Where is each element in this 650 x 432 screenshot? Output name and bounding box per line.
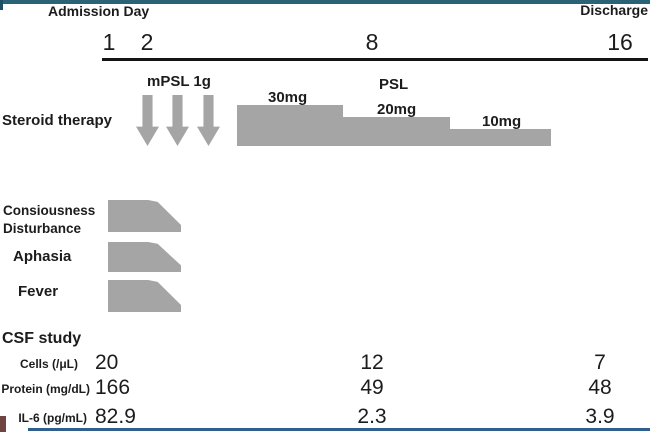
top-left-edge-mark xyxy=(0,0,3,10)
down-arrow-icon xyxy=(136,95,159,146)
symptom-duration-consciousness xyxy=(108,200,181,232)
csf-value-cells-day1: 20 xyxy=(95,351,119,374)
csf-row-label-protein: Protein (mg/dL) xyxy=(1,382,90,396)
admission-day-label: Admission Day xyxy=(48,3,150,19)
csf-value-cells-day16: 7 xyxy=(594,351,606,374)
dose-label-10mg: 10mg xyxy=(482,113,522,130)
csf-value-protein-day16: 48 xyxy=(588,376,612,399)
symptom-label-consciousness-line2: Disturbance xyxy=(3,221,82,236)
csf-value-il6-day8: 2.3 xyxy=(357,405,387,428)
csf-value-il6-day16: 3.9 xyxy=(585,405,615,428)
down-arrow-icon xyxy=(166,95,189,146)
csf-value-protein-day8: 49 xyxy=(360,376,384,399)
timeline-tick-2: 2 xyxy=(140,29,154,55)
steroid-bar-10mg xyxy=(450,129,551,146)
bottom-left-edge-mark xyxy=(0,416,6,432)
csf-row-label-il6: IL-6 (pg/mL) xyxy=(18,411,87,425)
mpsl-pulse-label: mPSL 1g xyxy=(147,73,211,90)
symptom-duration-fever xyxy=(108,280,181,312)
symptom-label-consciousness-line1: Consiousness xyxy=(3,203,96,218)
down-arrow-icon xyxy=(197,95,220,146)
steroid-therapy-row-label: Steroid therapy xyxy=(2,112,113,129)
timeline-tick-16: 16 xyxy=(607,29,633,55)
dose-label-30mg: 30mg xyxy=(268,89,308,106)
timeline-tick-1: 1 xyxy=(102,29,116,55)
dose-label-20mg: 20mg xyxy=(377,101,417,118)
discharge-label: Discharge xyxy=(580,2,648,18)
symptom-duration-aphasia xyxy=(108,242,181,272)
symptom-label-aphasia: Aphasia xyxy=(13,248,72,265)
csf-value-il6-day1: 82.9 xyxy=(95,405,136,428)
csf-row-label-cells: Cells (/μL) xyxy=(19,357,78,371)
csf-value-protein-day1: 166 xyxy=(95,376,131,399)
symptom-label-fever: Fever xyxy=(18,283,59,300)
steroid-bar-30mg xyxy=(237,105,343,146)
csf-study-title: CSF study xyxy=(2,330,82,347)
top-rule xyxy=(0,0,650,4)
steroid-bar-20mg xyxy=(343,117,450,146)
timeline-tick-8: 8 xyxy=(365,29,379,55)
psl-label: PSL xyxy=(379,76,409,93)
bottom-rule xyxy=(28,428,650,431)
timeline-axis xyxy=(102,58,648,61)
csf-value-cells-day8: 12 xyxy=(360,351,384,374)
